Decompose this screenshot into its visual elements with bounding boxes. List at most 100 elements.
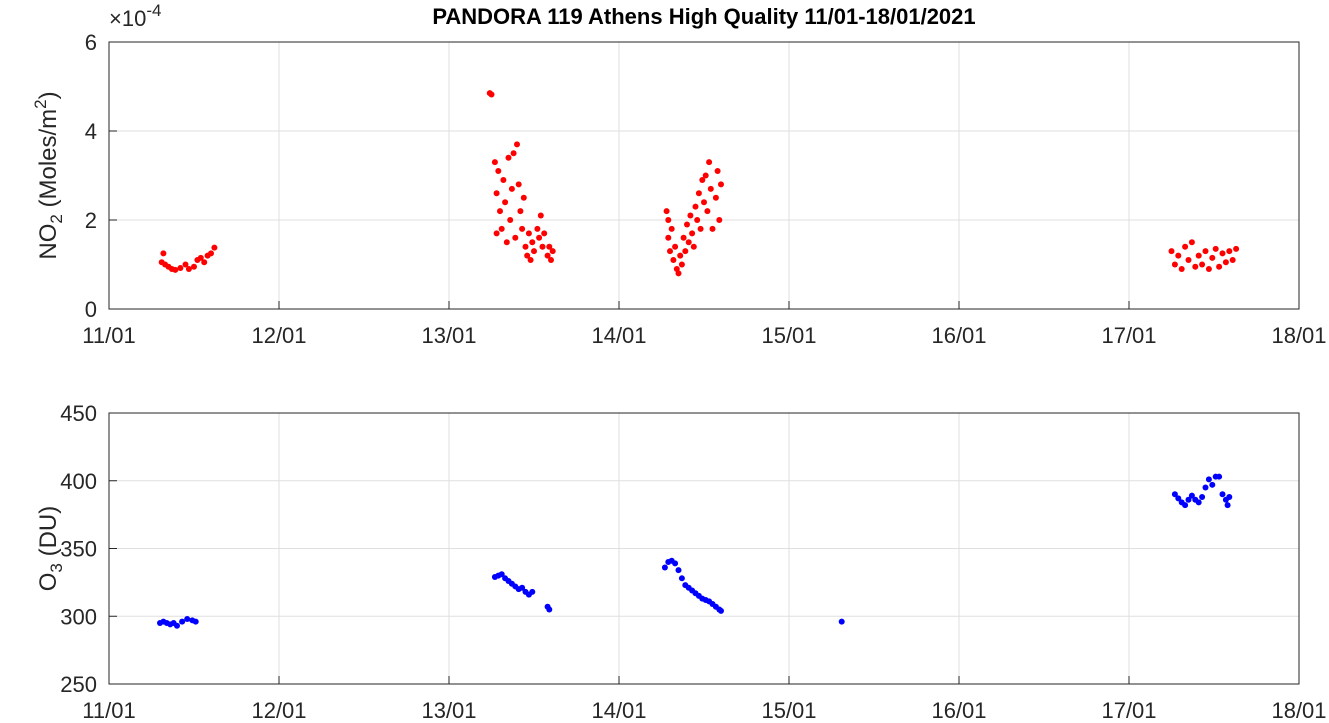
data-point [663,208,670,215]
data-point [537,212,544,219]
data-point [549,248,556,255]
data-point [1185,496,1192,503]
data-point [1202,484,1209,491]
data-point [172,266,179,273]
y-tick-label: 450 [60,401,97,426]
data-point [684,221,690,228]
data-point [1171,261,1178,268]
y-tick-label: 6 [85,30,97,55]
data-point [519,225,526,232]
data-point [677,252,684,259]
data-point [1212,245,1219,252]
x-tick-label: 16/01 [931,698,986,723]
data-point [493,190,500,197]
data-point [838,618,845,625]
data-point [529,239,536,246]
data-point [709,225,716,232]
y-tick-label: 0 [85,297,97,322]
axes-frame [108,41,1300,310]
data-point [1185,257,1192,264]
data-point [498,225,505,232]
data-point [1216,263,1223,270]
data-point [1192,263,1199,270]
data-point [682,248,689,255]
data-point [685,239,692,246]
x-tick-label: 18/01 [1271,323,1326,348]
data-point [1175,495,1182,502]
data-point [668,225,675,232]
data-point [1188,492,1195,499]
data-point [675,270,682,277]
data-point [1209,481,1216,488]
data-point [517,208,524,215]
data-point [672,560,679,567]
data-point [702,172,709,179]
data-point [197,254,204,261]
x-tick-label: 18/01 [1271,698,1326,723]
data-point [500,176,507,183]
y-axis-label: NO2 (Moles/m2) [31,91,66,259]
data-point [712,194,719,201]
data-point [1233,245,1240,252]
x-tick-label: 16/01 [931,323,986,348]
data-point [678,575,685,582]
data-point [1216,473,1223,480]
y-axis-label-part: ) [35,91,62,99]
data-point [1202,248,1209,255]
data-point [531,248,537,255]
y-axis-label-part: O [35,573,62,592]
y-tick-label: 4 [85,119,97,144]
data-point [1226,494,1233,501]
data-point [1199,261,1206,268]
y-tick-label: 2 [85,208,97,233]
data-point [687,212,694,219]
data-point [714,168,721,175]
data-point [514,141,520,148]
data-point [497,208,503,215]
data-point [1224,502,1231,509]
x-tick-label: 12/01 [251,698,306,723]
data-point [498,571,505,578]
data-point [1182,243,1189,250]
x-tick-label: 17/01 [1101,323,1156,348]
data-point [1205,476,1212,483]
data-point [507,217,514,223]
data-point [546,606,553,613]
data-point [695,190,702,197]
data-point [179,618,186,625]
data-point [505,154,512,161]
data-point [519,584,526,591]
y-exponent-power: -4 [146,1,161,20]
data-point [697,225,704,232]
x-tick-label: 15/01 [761,323,816,348]
data-point [706,159,713,166]
data-point [527,257,534,264]
y-axis-label-part: 2 [31,99,50,108]
data-point [694,217,701,223]
data-point [1219,491,1226,498]
x-tick-label: 12/01 [251,323,306,348]
data-point [534,225,541,232]
data-point [1178,265,1185,272]
data-point [1171,491,1178,498]
data-point [665,234,672,241]
data-point [520,194,527,201]
y-axis-label-part: 2 [47,214,66,223]
data-point [1222,259,1229,266]
y-axis-label-part: (Moles/m [35,109,62,214]
data-point [208,250,214,257]
data-point [690,243,697,250]
data-point [1182,502,1189,509]
x-tick-label: 11/01 [82,698,135,723]
data-point [1175,252,1182,259]
data-point [539,243,546,250]
data-point [667,248,673,255]
x-tick-label: 17/01 [1101,698,1156,723]
data-point [185,265,192,272]
data-point [665,217,672,223]
data-point [493,230,500,237]
data-point [191,263,197,270]
data-point [546,243,553,250]
x-tick-label: 14/01 [591,698,646,723]
